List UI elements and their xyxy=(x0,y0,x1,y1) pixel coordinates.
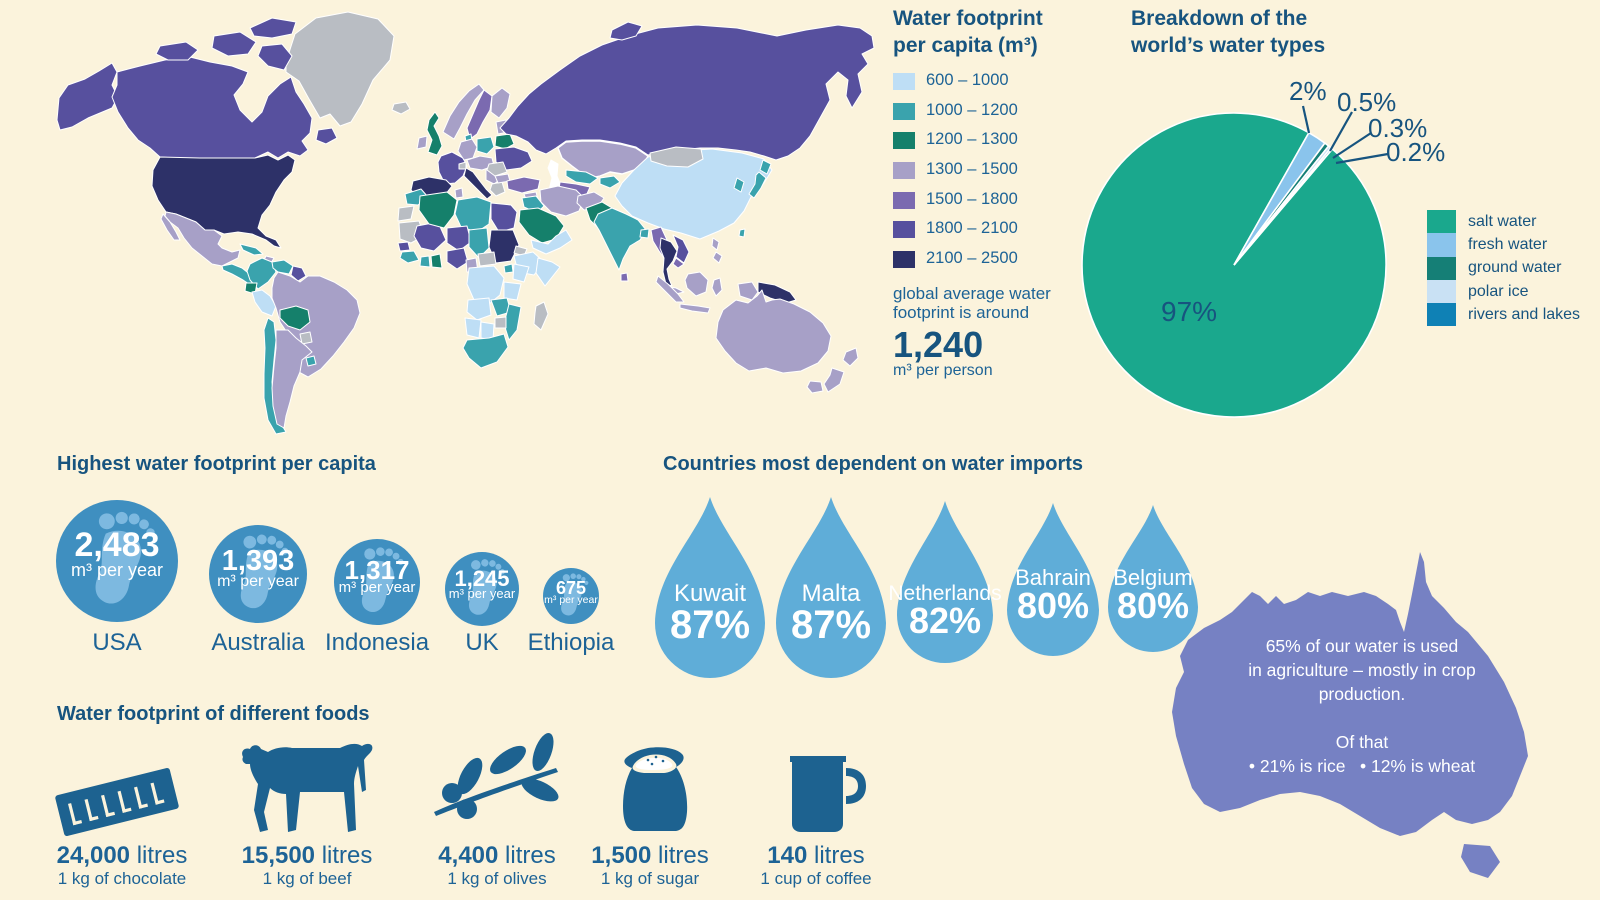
svg-text:Ethiopia: Ethiopia xyxy=(528,629,615,656)
svg-text:Malta: Malta xyxy=(802,580,861,607)
svg-text:Indonesia: Indonesia xyxy=(325,629,430,656)
svg-text:1,245: 1,245 xyxy=(454,566,509,591)
svg-text:m³ per year: m³ per year xyxy=(71,560,163,580)
svg-text:1,393: 1,393 xyxy=(222,545,295,577)
svg-text:2,483: 2,483 xyxy=(74,526,159,564)
svg-text:1 kg of beef: 1 kg of beef xyxy=(263,869,352,888)
svg-text:1,317: 1,317 xyxy=(344,555,409,585)
svg-text:Kuwait: Kuwait xyxy=(674,580,746,607)
svg-text:82%: 82% xyxy=(909,600,981,641)
svg-text:m³ per year: m³ per year xyxy=(217,573,299,590)
svg-text:15,500 litres: 15,500 litres xyxy=(242,842,373,869)
svg-text:m³ per year: m³ per year xyxy=(544,594,598,606)
svg-text:1 kg of chocolate: 1 kg of chocolate xyxy=(58,869,187,888)
svg-text:1 kg of sugar: 1 kg of sugar xyxy=(601,869,700,888)
svg-text:4,400 litres: 4,400 litres xyxy=(438,842,555,869)
svg-text:87%: 87% xyxy=(791,603,871,647)
svg-text:1 kg of olives: 1 kg of olives xyxy=(447,869,546,888)
svg-text:Netherlands: Netherlands xyxy=(888,582,1001,605)
svg-text:UK: UK xyxy=(465,629,498,656)
svg-text:140 litres: 140 litres xyxy=(767,842,864,869)
svg-text:24,000 litres: 24,000 litres xyxy=(57,842,188,869)
svg-text:Belgium: Belgium xyxy=(1113,565,1192,590)
svg-text:m³ per year: m³ per year xyxy=(339,579,416,596)
svg-text:80%: 80% xyxy=(1017,585,1089,626)
svg-text:80%: 80% xyxy=(1117,585,1189,626)
svg-text:675: 675 xyxy=(556,578,586,598)
svg-text:USA: USA xyxy=(92,629,141,656)
svg-text:87%: 87% xyxy=(670,603,750,647)
svg-text:Australia: Australia xyxy=(211,629,305,656)
svg-text:1,500 litres: 1,500 litres xyxy=(591,842,708,869)
svg-text:Bahrain: Bahrain xyxy=(1015,565,1091,590)
svg-text:m³ per year: m³ per year xyxy=(449,586,516,601)
svg-text:1 cup of coffee: 1 cup of coffee xyxy=(760,869,871,888)
